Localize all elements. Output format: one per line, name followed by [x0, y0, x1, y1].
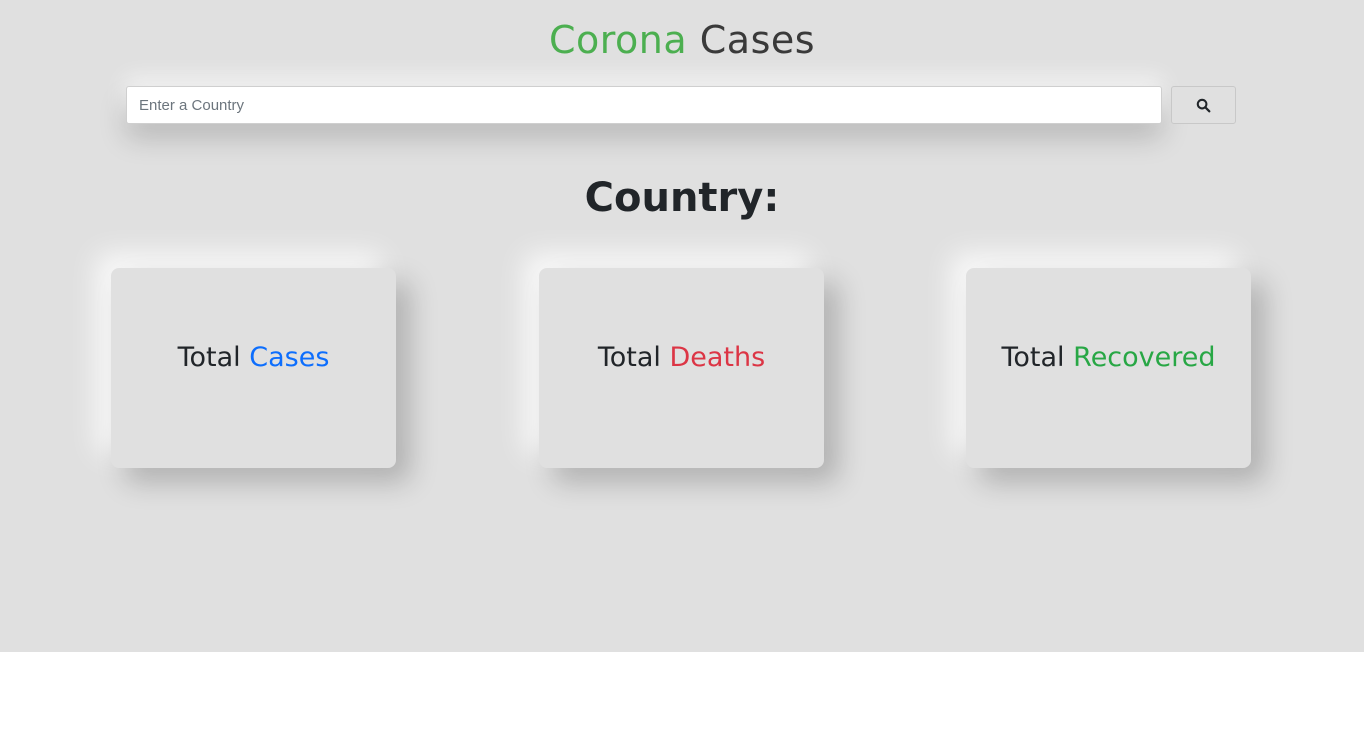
- page-title: Corona Cases: [0, 14, 1364, 66]
- search-bar: [126, 86, 1236, 124]
- card-title-highlight: Deaths: [669, 342, 766, 373]
- card-title-highlight: Recovered: [1073, 342, 1216, 373]
- search-button[interactable]: [1171, 86, 1236, 124]
- card-title-prefix: Total: [177, 342, 241, 373]
- title-corona: Corona: [548, 18, 688, 62]
- card-title-prefix: Total: [1001, 342, 1065, 373]
- country-search-input[interactable]: [126, 86, 1162, 124]
- card-title: Total Cases: [111, 340, 396, 376]
- card-title-highlight: Cases: [249, 342, 330, 373]
- card-title: Total Recovered: [966, 340, 1251, 376]
- country-heading: Country:: [584, 175, 780, 221]
- card-title: Total Deaths: [539, 340, 824, 376]
- title-cases: Cases: [699, 18, 816, 62]
- total-cases-card: Total Cases: [111, 268, 396, 468]
- total-deaths-card: Total Deaths: [539, 268, 824, 468]
- card-title-prefix: Total: [597, 342, 661, 373]
- total-recovered-card: Total Recovered: [966, 268, 1251, 468]
- search-icon: [1196, 98, 1211, 112]
- app-container: Corona Cases Country: Total Cases Total …: [0, 0, 1364, 652]
